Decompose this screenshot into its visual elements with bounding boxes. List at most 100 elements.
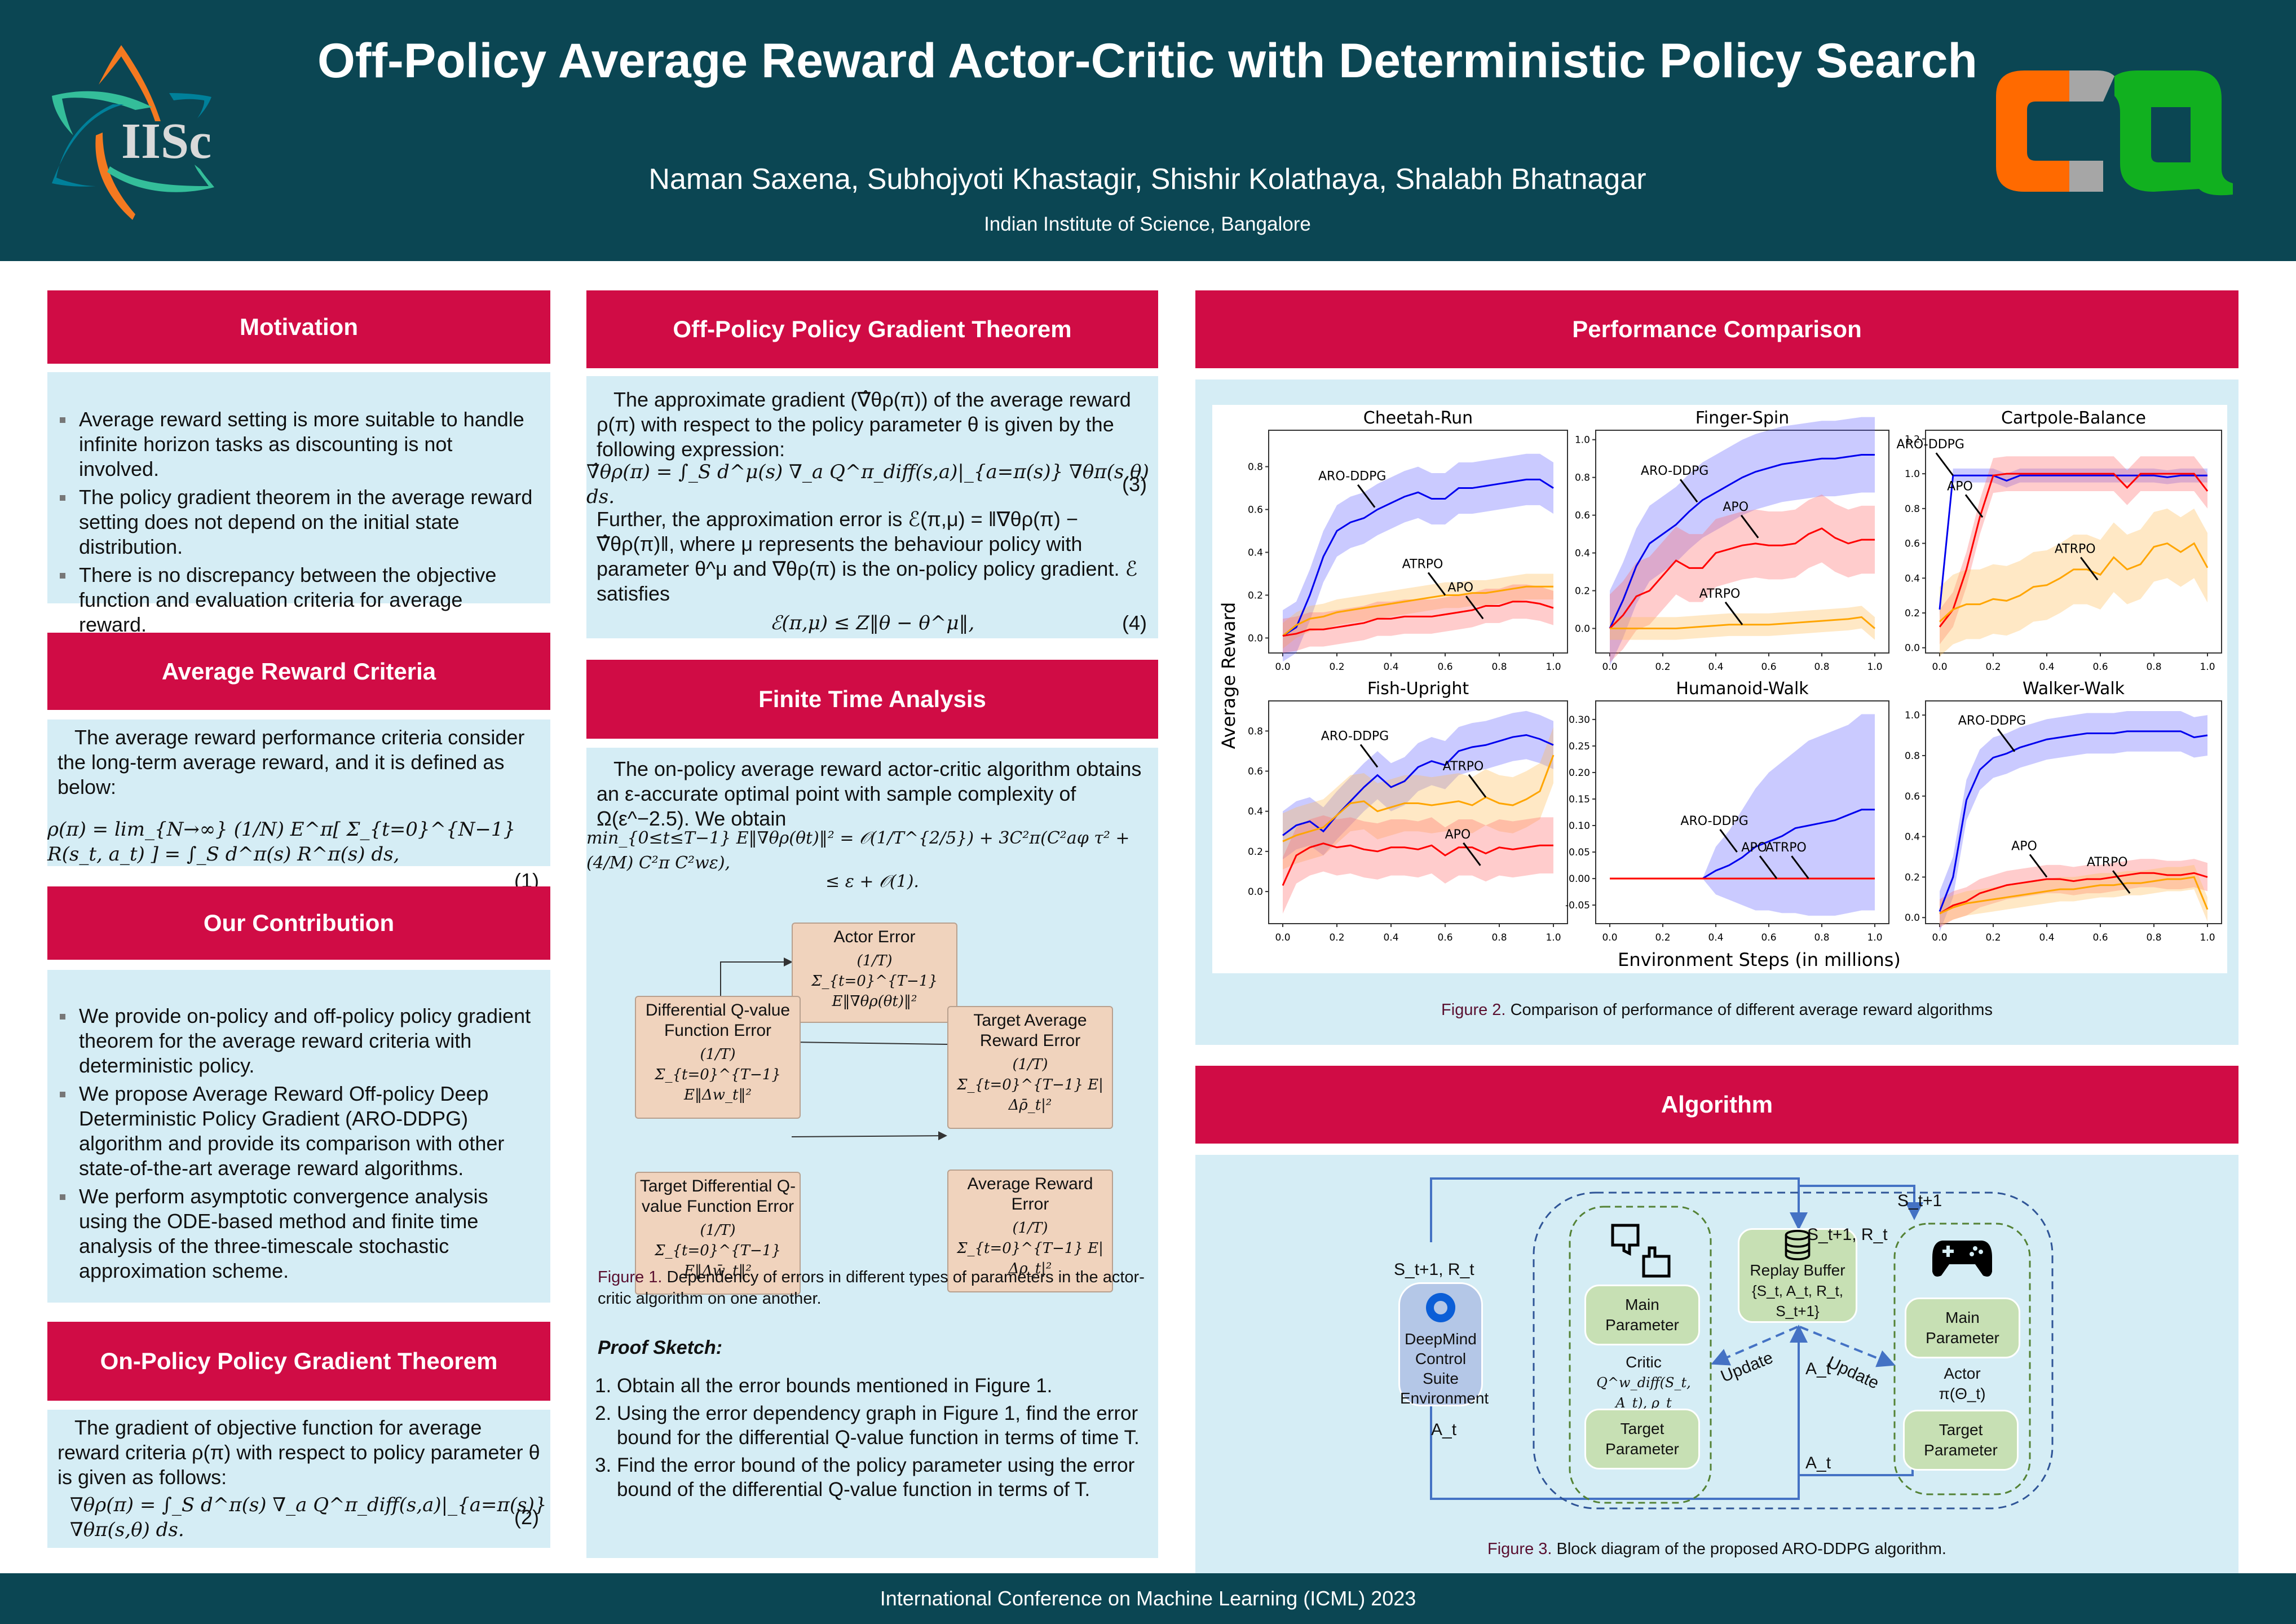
series-line-aro-ddpg xyxy=(1282,478,1554,637)
section-header-algorithm: Algorithm xyxy=(1195,1066,2238,1144)
series-band-apo xyxy=(1283,815,1553,914)
x-tick-label: 0.8 xyxy=(2146,661,2161,673)
equation-4-body: ℰ(π,μ) ≤ Z‖θ − θ^μ‖, xyxy=(770,612,975,634)
replay-buffer-title: Replay Buffer xyxy=(1750,1261,1845,1279)
annotation-label: APO xyxy=(1445,828,1471,842)
annotation-arrow xyxy=(1427,572,1446,596)
equation-3: ∇̂θρ(π) = ∫_S d^μ(s) ∇_a Q^π_diff(s,a)|_… xyxy=(586,461,1158,508)
figure-2-caption: Figure 2. Comparison of performance of d… xyxy=(1195,999,2238,1021)
x-tick-label: 0.2 xyxy=(1985,932,2001,943)
section-header-criteria: Average Reward Criteria xyxy=(47,633,550,710)
x-tick-label: 1.0 xyxy=(1867,932,1882,943)
x-tick-label: 0.2 xyxy=(1655,932,1670,943)
x-tick-label: 0.2 xyxy=(1329,932,1344,943)
series-band-aro-ddpg xyxy=(1610,417,1875,667)
motivation-box: Average reward setting is more suitable … xyxy=(47,372,550,636)
annotation-arrow xyxy=(1741,514,1759,539)
series-band-atrpo xyxy=(1940,864,2207,926)
series-band-atrpo xyxy=(1610,606,1875,640)
y-tick-label: 0.0 xyxy=(1248,633,1263,644)
actor-main-parameter: Main Parameter xyxy=(1905,1298,2020,1358)
figure-3-label: Figure 3. xyxy=(1487,1540,1552,1558)
y-tick-label: 0.10 xyxy=(1569,820,1590,832)
annotation-arrow xyxy=(1997,728,2016,752)
annotation-arrow xyxy=(1463,842,1481,866)
chart-title: Walker-Walk xyxy=(2023,679,2125,699)
y-tick-label: 0.4 xyxy=(1905,832,1920,843)
finite-equation-line1: min_{0≤t≤T−1} E‖∇θρ(θt)‖² = 𝒪(1/T^{2/5})… xyxy=(586,828,1130,873)
chart-title: Cartpole-Balance xyxy=(2001,408,2146,428)
x-tick-label: 1.0 xyxy=(2200,661,2215,673)
error-dependency-diagram: Actor Error (1/T) Σ_{t=0}^{T−1} E‖∇θρ(θt… xyxy=(586,917,1158,1295)
y-tick-label: 1.2 xyxy=(1905,434,1920,445)
x-tick-label: 0.0 xyxy=(1275,661,1290,673)
x-tick-label: 1.0 xyxy=(1867,661,1882,673)
x-tick-label: 0.8 xyxy=(1491,932,1507,943)
series-band-aro-ddpg xyxy=(1610,714,1875,916)
replay-buffer-tuple: {S_t, A_t, R_t, S_t+1} xyxy=(1752,1282,1843,1320)
x-tick-label: 0.4 xyxy=(2039,932,2054,943)
series-band-aro-ddpg xyxy=(1283,710,1553,860)
series-band-atrpo xyxy=(1283,727,1553,870)
x-tick-label: 1.0 xyxy=(2200,932,2215,943)
y-tick-label: 0.8 xyxy=(1248,462,1263,473)
x-tick-label: 0.0 xyxy=(1932,661,1947,673)
series-line-apo xyxy=(1282,842,1553,886)
annotation-label: ATRPO xyxy=(2087,855,2128,870)
node-target-differential-q-error: Target Differential Q-value Function Err… xyxy=(635,1172,801,1295)
node-formula: (1/T) Σ_{t=0}^{T−1} E‖∇θρ(θt)‖² xyxy=(811,952,938,1010)
x-tick-label: 1.0 xyxy=(1546,932,1561,943)
section-header-performance: Performance Comparison xyxy=(1195,290,2238,368)
series-line-atrpo xyxy=(1282,585,1553,637)
annotation-arrow xyxy=(1759,855,1778,879)
replay-action-label: A_t xyxy=(1805,1360,1831,1378)
y-tick-label: 0.6 xyxy=(1575,510,1590,522)
y-tick-label: 0.30 xyxy=(1569,714,1590,726)
chart-title: Cheetah-Run xyxy=(1363,408,1473,428)
replay-input-label: S_t+1, R_t xyxy=(1807,1225,1888,1244)
cra-logo xyxy=(1996,70,2233,196)
deepmind-icon xyxy=(1426,1293,1455,1322)
chart-axes-frame xyxy=(1595,700,1889,924)
y-tick-label: 0.0 xyxy=(1905,912,1920,924)
actor-output-label: A_t xyxy=(1805,1454,1831,1472)
offpolicy-text-2: Further, the approximation error is ℰ(π,… xyxy=(597,508,1138,605)
y-tick-label: 0.15 xyxy=(1569,794,1590,805)
y-tick-label: 0.2 xyxy=(1575,586,1590,597)
annotation-arrow xyxy=(1719,829,1738,853)
update-critic-arrow xyxy=(1711,1326,1798,1366)
proof-steps: Obtain all the error bounds mentioned in… xyxy=(598,1374,1147,1502)
finite-equation-line2: ≤ ε + 𝒪(1). xyxy=(825,872,919,892)
motivation-item: Average reward setting is more suitable … xyxy=(60,407,533,482)
series-band-apo xyxy=(1283,584,1553,653)
actor-label-group: Actor π(Θ_t) xyxy=(1900,1363,2024,1404)
y-tick-label: 0.4 xyxy=(1575,548,1590,559)
finite-box: The on-policy average reward actor-criti… xyxy=(586,748,1158,1558)
y-tick-label: 1.0 xyxy=(1575,435,1590,446)
critic-label: Critic xyxy=(1626,1353,1662,1371)
environment-block: DeepMind Control Suite Environment xyxy=(1398,1282,1489,1407)
node-formula: (1/T) Σ_{t=0}^{T−1} E‖Δw_t‖² xyxy=(655,1046,781,1104)
y-tick-label: 0.00 xyxy=(1569,873,1590,885)
annotation-label: ATRPO xyxy=(1699,587,1741,601)
chart-axes-frame xyxy=(1925,430,2222,654)
criteria-box: The average reward performance criteria … xyxy=(47,720,550,892)
onpolicy-box: The gradient of objective function for a… xyxy=(47,1410,550,1548)
actor-input-label: S_t+1 xyxy=(1897,1191,1942,1210)
series-band-atrpo xyxy=(1940,508,2207,657)
author-list: Naman Saxena, Subhojyoti Khastagir, Shis… xyxy=(648,163,1646,196)
y-tick-label: 1.0 xyxy=(1905,469,1920,480)
node-title: Average Reward Error xyxy=(967,1175,1093,1213)
equation-2-number: (2) xyxy=(514,1506,539,1529)
proof-step: Using the error dependency graph in Figu… xyxy=(617,1401,1147,1450)
annotation-arrow xyxy=(1724,601,1743,625)
annotation-arrow xyxy=(1468,774,1487,798)
series-line-apo xyxy=(1939,872,2208,915)
x-tick-label: 0.4 xyxy=(2039,661,2054,673)
x-tick-label: 0.2 xyxy=(1985,661,2001,673)
critic-boundary xyxy=(1569,1206,1712,1504)
iisc-logo: IISc xyxy=(52,45,214,220)
y-tick-label: 0.2 xyxy=(1905,872,1920,883)
annotation-label: APO xyxy=(1447,581,1473,595)
contribution-list: We provide on-policy and off-policy poli… xyxy=(47,1004,550,1283)
